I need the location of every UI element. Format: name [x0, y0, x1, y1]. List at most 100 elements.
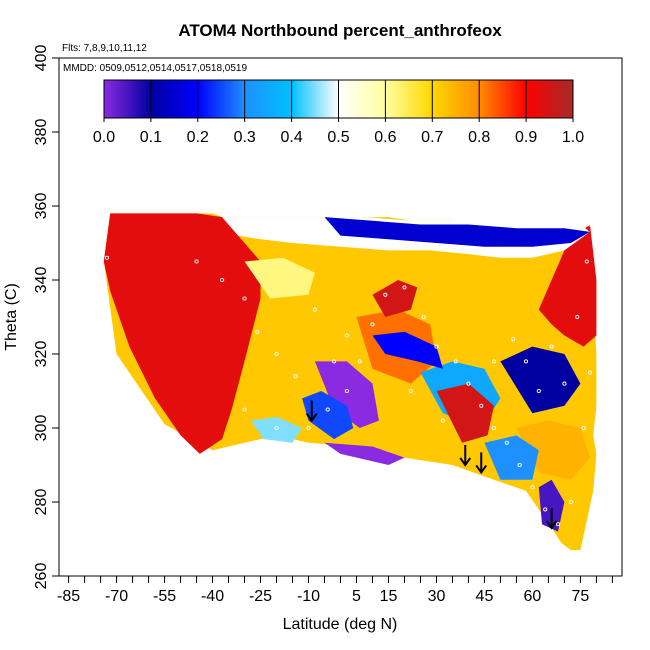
sample-point-28	[581, 425, 586, 431]
sample-point-26	[555, 522, 561, 527]
y-tick-label: 300	[33, 415, 50, 442]
sample-point-9	[306, 425, 311, 431]
sample-point-13	[370, 322, 375, 327]
sample-point-42	[440, 418, 445, 423]
sample-point-7	[242, 407, 247, 412]
sample-point-25	[543, 507, 548, 512]
heatmap-region-17	[244, 257, 315, 299]
x-axis-label: Latitude (deg N)	[283, 616, 398, 633]
heatmap-region-10	[516, 420, 590, 480]
y-tick-label: 280	[33, 489, 50, 516]
x-tick-label: -55	[153, 588, 176, 605]
sample-point-35	[549, 344, 554, 349]
sample-point-17	[434, 344, 439, 349]
y-tick-label: 340	[33, 267, 50, 294]
sample-point-20	[479, 403, 484, 408]
heatmap-region-15	[372, 280, 418, 317]
x-tick-label: 60	[524, 588, 542, 605]
colorbar-tick-label: 0.7	[421, 129, 443, 146]
sample-point-5	[274, 351, 279, 357]
sample-point-11	[344, 388, 349, 394]
heatmap-region-5	[302, 391, 354, 440]
sample-point-33	[536, 388, 541, 394]
arrow-marker-1	[459, 445, 472, 467]
x-tick-label: 75	[572, 588, 590, 605]
sample-point-12	[357, 359, 362, 364]
y-tick-label: 400	[33, 45, 50, 72]
heatmap-region-0	[103, 213, 261, 454]
sample-point-19	[466, 381, 471, 386]
x-tick-label: -70	[105, 588, 128, 605]
colorbar-tick-label: 0.3	[234, 129, 256, 146]
sample-point-31	[584, 259, 589, 264]
mmdd-label: MMDD: 0509,0512,0514,0517,0518,0519	[63, 63, 247, 74]
heatmap-region-13	[324, 442, 405, 465]
x-tick-label: 30	[428, 588, 446, 605]
x-tick-label: -85	[57, 588, 80, 605]
sample-point-1	[194, 259, 199, 264]
sample-point-10	[325, 407, 330, 412]
sample-point-39	[344, 333, 349, 338]
colorbar-tick-label: 0.4	[280, 129, 302, 146]
x-tick-label: 45	[476, 588, 494, 605]
sample-point-18	[453, 359, 458, 364]
sample-point-0	[104, 255, 110, 260]
x-tick-label: 5	[352, 588, 361, 605]
heatmap-region-3	[324, 217, 590, 247]
x-tick-label: -10	[297, 588, 320, 605]
chart-title: ATOM4 Northbound percent_anthrofeox	[178, 21, 502, 40]
y-tick-label: 380	[33, 119, 50, 146]
heatmap-region-8	[436, 383, 494, 443]
colorbar-tick-label: 0.9	[515, 129, 537, 146]
sample-point-32	[587, 222, 593, 227]
colorbar-tick-label: 0.5	[327, 129, 349, 146]
sample-point-40	[332, 359, 337, 364]
sample-point-21	[491, 425, 497, 431]
sample-point-15	[402, 285, 407, 290]
heatmap-field	[103, 213, 597, 551]
y-axis-label: Theta (C)	[3, 283, 20, 351]
arrow-marker-2	[475, 452, 488, 475]
colorbar-tick-label: 1.0	[562, 129, 584, 146]
heatmap-region-16	[372, 331, 443, 369]
x-tick-label: 15	[380, 588, 398, 605]
sample-point-23	[517, 462, 522, 468]
sample-point-43	[408, 388, 413, 394]
sample-point-36	[562, 381, 567, 386]
sample-point-2	[220, 277, 225, 283]
flights-label: Flts: 7,8,9,10,11,12	[62, 43, 147, 54]
heatmap-region-11	[484, 435, 539, 480]
sample-point-22	[504, 440, 509, 445]
colorbar-tick-label: 0.8	[468, 129, 490, 146]
y-tick-label: 360	[33, 193, 50, 220]
sample-point-8	[274, 425, 279, 431]
colorbar-tick-label: 0.1	[140, 129, 162, 146]
sample-point-3	[242, 296, 247, 301]
colorbar: 0.0 0.1 0.2 0.3 0.4 0.5 0.6 0.7 0.8 0.9 1.0	[93, 79, 584, 146]
colorbar-tick-label: 0.6	[374, 129, 396, 146]
y-tick-label: 320	[33, 341, 50, 368]
sample-points	[104, 222, 593, 527]
sample-point-27	[568, 499, 573, 505]
colorbar-tick-label: 0.0	[93, 129, 115, 146]
sample-point-4	[255, 329, 260, 334]
arrow-markers	[305, 400, 558, 530]
heatmap-region-12	[538, 479, 565, 532]
sample-point-29	[587, 370, 593, 375]
sample-point-14	[383, 292, 388, 297]
x-tick-label: -40	[201, 588, 224, 605]
heatmap-region-4	[314, 361, 379, 428]
x-tick-label: -25	[249, 588, 272, 605]
sample-point-34	[523, 359, 529, 364]
sample-point-37	[511, 337, 516, 342]
sample-point-41	[312, 307, 317, 312]
x-axis: -85 -70 -55 -40 -25 -10 5 15 30 45 60 75	[57, 576, 613, 605]
arrow-marker-3	[545, 507, 558, 530]
heatmap-region-9	[500, 346, 581, 414]
sample-point-24	[530, 485, 535, 490]
colorbar-tick-label: 0.2	[187, 129, 209, 146]
sample-point-30	[575, 314, 580, 320]
y-tick-label: 260	[33, 563, 50, 590]
sample-point-16	[421, 314, 426, 320]
